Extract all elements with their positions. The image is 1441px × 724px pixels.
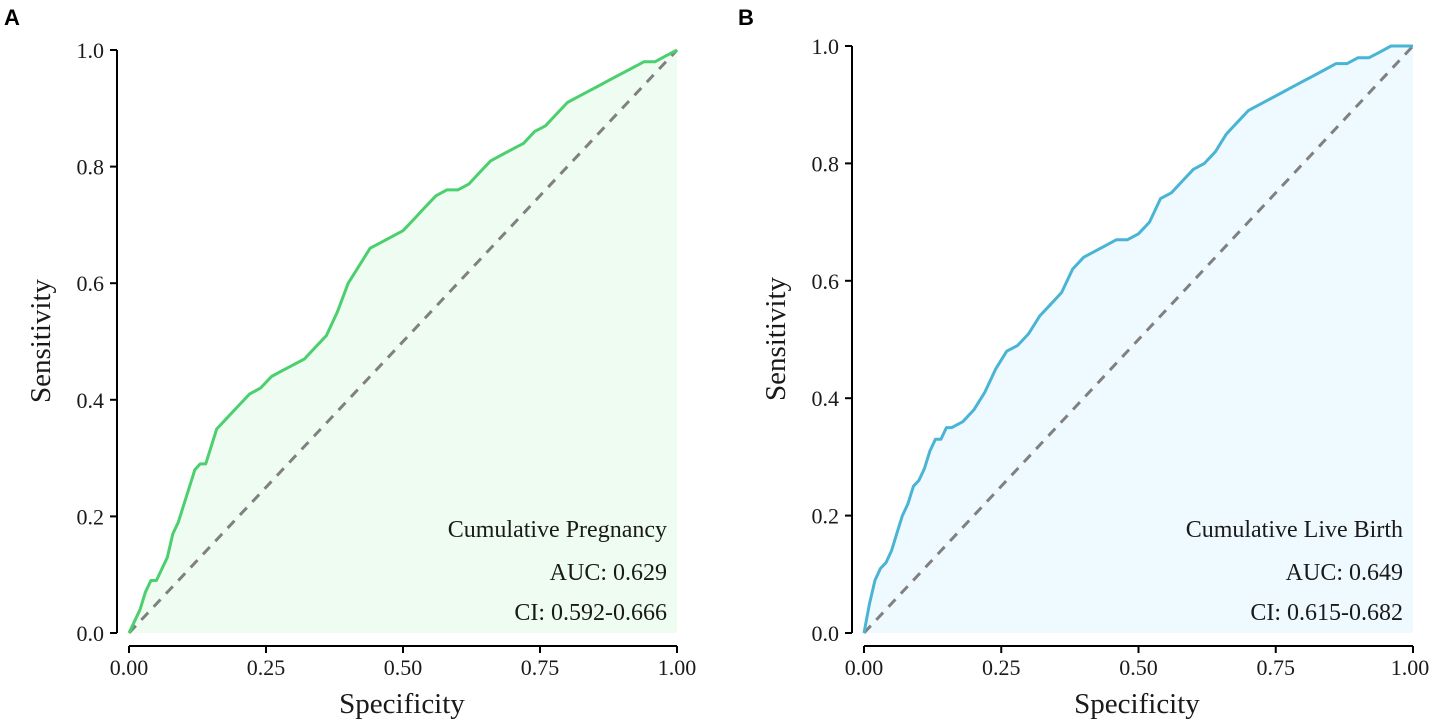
x-tick-label-a-3: 0.75: [521, 655, 560, 680]
y-tick-label-a-2: 0.4: [77, 388, 105, 413]
auc-annotation-a: Cumulative Pregnancy AUC: 0.629 CI: 0.59…: [448, 517, 667, 626]
annotation-name-a: Cumulative Pregnancy: [448, 517, 667, 543]
x-tick-label-b-1: 0.25: [982, 655, 1021, 680]
y-tick-label-b-5: 1.0: [812, 34, 840, 59]
x-tick-label-b-0: 0.00: [845, 655, 884, 680]
panel-a: A 0.0 0.2 0.4 0.6 0.8 1.0 0.00 0.: [4, 5, 696, 720]
annotation-ci-a: CI: 0.592-0.666: [514, 600, 667, 626]
y-axis-label-b: Sensitivity: [760, 276, 792, 401]
y-axis-ticks-b: 0.0 0.2 0.4 0.6 0.8 1.0: [812, 34, 852, 646]
x-tick-label-a-0: 0.00: [110, 655, 149, 680]
x-axis-ticks-a: 0.00 0.25 0.50 0.75 1.00: [110, 646, 697, 680]
x-axis-label-b: Specificity: [1074, 688, 1200, 720]
x-tick-label-a-2: 0.50: [384, 655, 423, 680]
y-tick-label-b-4: 0.8: [812, 151, 840, 176]
annotation-name-b: Cumulative Live Birth: [1186, 517, 1403, 543]
y-tick-label-b-0: 0.0: [812, 621, 840, 646]
auc-annotation-b: Cumulative Live Birth AUC: 0.649 CI: 0.6…: [1186, 517, 1403, 626]
y-tick-label-a-5: 1.0: [77, 38, 105, 63]
panel-b: B 0.0 0.2 0.4 0.6 0.8 1.0 0.00 0.: [738, 5, 1429, 720]
annotation-ci-b: CI: 0.615-0.682: [1250, 600, 1403, 626]
y-axis-ticks-a: 0.0 0.2 0.4 0.6 0.8 1.0: [77, 38, 117, 646]
x-tick-label-b-3: 0.75: [1257, 655, 1296, 680]
roc-curve-a: [127, 48, 678, 634]
x-tick-label-a-4: 1.00: [658, 655, 697, 680]
panel-label-a: A: [4, 5, 20, 30]
annotation-auc-b: AUC: 0.649: [1286, 560, 1403, 586]
x-tick-label-b-4: 1.00: [1391, 655, 1430, 680]
y-tick-label-a-1: 0.2: [77, 504, 105, 529]
y-tick-label-b-1: 0.2: [812, 504, 840, 529]
y-tick-label-b-2: 0.4: [812, 386, 840, 411]
roc-curve-b: [862, 44, 1413, 634]
panel-label-b: B: [738, 5, 754, 30]
reference-diagonal-b: [862, 44, 1415, 635]
x-axis-label-a: Specificity: [339, 688, 465, 720]
x-axis-ticks-b: 0.00 0.25 0.50 0.75 1.00: [845, 646, 1430, 680]
annotation-auc-a: AUC: 0.629: [550, 560, 667, 586]
y-tick-label-a-4: 0.8: [77, 155, 105, 180]
y-tick-label-a-3: 0.6: [77, 271, 105, 296]
reference-diagonal-a: [127, 48, 679, 635]
y-tick-label-b-3: 0.6: [812, 269, 840, 294]
y-axis-label-a: Sensitivity: [25, 278, 57, 403]
x-tick-label-a-1: 0.25: [247, 655, 286, 680]
y-tick-label-a-0: 0.0: [77, 621, 105, 646]
x-tick-label-b-2: 0.50: [1119, 655, 1158, 680]
